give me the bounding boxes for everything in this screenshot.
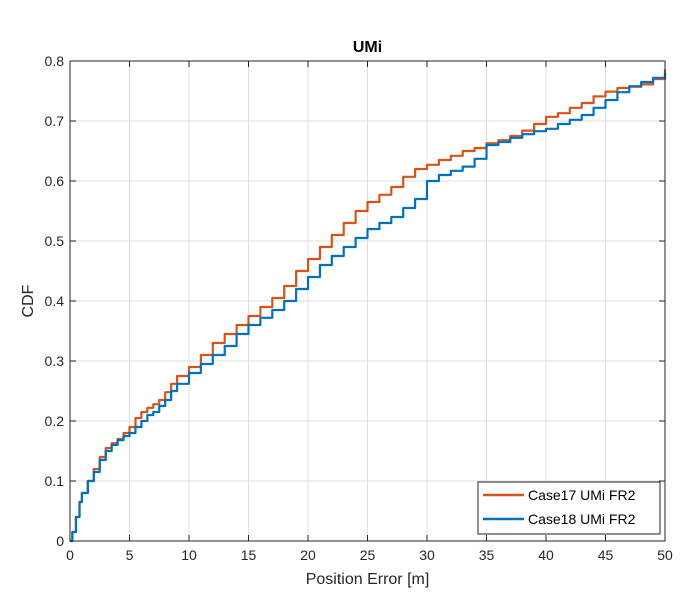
- x-tick-label: 25: [360, 547, 376, 563]
- y-tick-label: 0.4: [45, 293, 65, 309]
- series-lines: [70, 69, 667, 543]
- x-tick-label: 10: [181, 547, 197, 563]
- y-tick-label: 0.1: [45, 473, 65, 489]
- y-tick-label: 0.2: [45, 413, 65, 429]
- y-tick-label: 0.8: [45, 53, 65, 69]
- series-line-case18: [70, 73, 667, 543]
- x-tick-label: 20: [300, 547, 316, 563]
- x-tick-label: 35: [479, 547, 495, 563]
- y-tick-label: 0.3: [45, 353, 65, 369]
- x-tick-label: 45: [598, 547, 614, 563]
- x-tick-label: 5: [126, 547, 134, 563]
- y-tick-label: 0.5: [45, 233, 65, 249]
- x-tick-label: 50: [657, 547, 673, 563]
- y-tick-label: 0.7: [45, 113, 65, 129]
- legend-label-case18: Case18 UMi FR2: [528, 511, 636, 527]
- y-tick-label: 0.6: [45, 173, 65, 189]
- legend: Case17 UMi FR2 Case18 UMi FR2: [477, 481, 661, 535]
- x-tick-label: 40: [538, 547, 554, 563]
- y-axis-label: CDF: [20, 284, 37, 317]
- series-line-case17: [70, 69, 667, 543]
- x-tick-label: 15: [241, 547, 257, 563]
- legend-box: [477, 481, 661, 535]
- x-tick-label: 30: [419, 547, 435, 563]
- legend-label-case17: Case17 UMi FR2: [528, 487, 636, 503]
- chart-title: UMi: [353, 39, 382, 56]
- x-axis-label: Position Error [m]: [306, 571, 430, 588]
- y-tick-label: 0: [56, 533, 64, 549]
- x-tick-label: 0: [66, 547, 74, 563]
- ticks: 0 5 10 15 20 25 30 35 40 45 50 0 0.1 0.2 0.3 0.4 0.5 0.6 0…: [45, 53, 673, 563]
